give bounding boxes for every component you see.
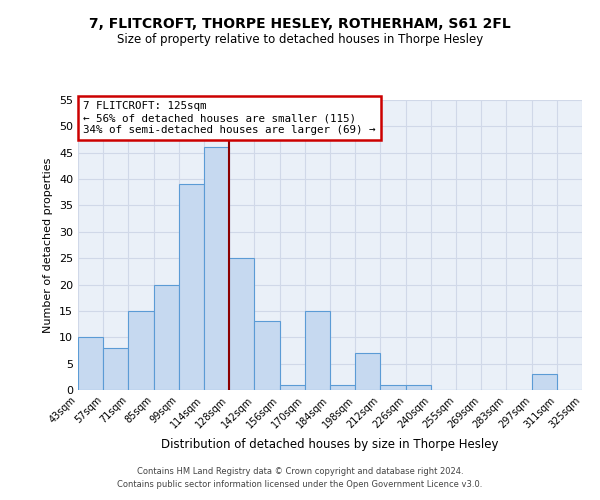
- Bar: [179, 184, 204, 390]
- Y-axis label: Number of detached properties: Number of detached properties: [43, 158, 53, 332]
- Bar: [380, 384, 406, 390]
- Bar: [406, 384, 431, 390]
- Bar: [154, 284, 179, 390]
- Bar: [103, 348, 128, 390]
- Text: Contains public sector information licensed under the Open Government Licence v3: Contains public sector information licen…: [118, 480, 482, 489]
- Bar: [330, 384, 355, 390]
- Bar: [355, 353, 380, 390]
- Bar: [229, 258, 254, 390]
- Text: Size of property relative to detached houses in Thorpe Hesley: Size of property relative to detached ho…: [117, 32, 483, 46]
- Text: 7 FLITCROFT: 125sqm
← 56% of detached houses are smaller (115)
34% of semi-detac: 7 FLITCROFT: 125sqm ← 56% of detached ho…: [83, 102, 376, 134]
- Bar: [254, 322, 280, 390]
- Bar: [305, 311, 330, 390]
- Text: Contains HM Land Registry data © Crown copyright and database right 2024.: Contains HM Land Registry data © Crown c…: [137, 467, 463, 476]
- Bar: [204, 148, 229, 390]
- Text: 7, FLITCROFT, THORPE HESLEY, ROTHERHAM, S61 2FL: 7, FLITCROFT, THORPE HESLEY, ROTHERHAM, …: [89, 18, 511, 32]
- Bar: [78, 338, 103, 390]
- Bar: [532, 374, 557, 390]
- Bar: [128, 311, 154, 390]
- Bar: [280, 384, 305, 390]
- X-axis label: Distribution of detached houses by size in Thorpe Hesley: Distribution of detached houses by size …: [161, 438, 499, 451]
